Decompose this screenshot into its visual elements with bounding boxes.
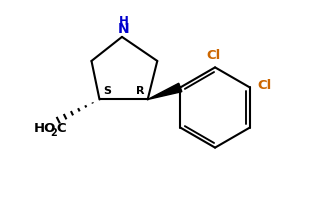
Polygon shape: [148, 83, 182, 100]
Text: H: H: [119, 15, 128, 28]
Text: C: C: [57, 122, 66, 135]
Text: R: R: [136, 86, 144, 96]
Text: S: S: [103, 86, 111, 96]
Text: Cl: Cl: [206, 49, 221, 61]
Text: HO: HO: [34, 122, 56, 135]
Text: N: N: [118, 22, 129, 36]
Text: Cl: Cl: [257, 79, 271, 92]
Text: 2: 2: [50, 127, 57, 138]
